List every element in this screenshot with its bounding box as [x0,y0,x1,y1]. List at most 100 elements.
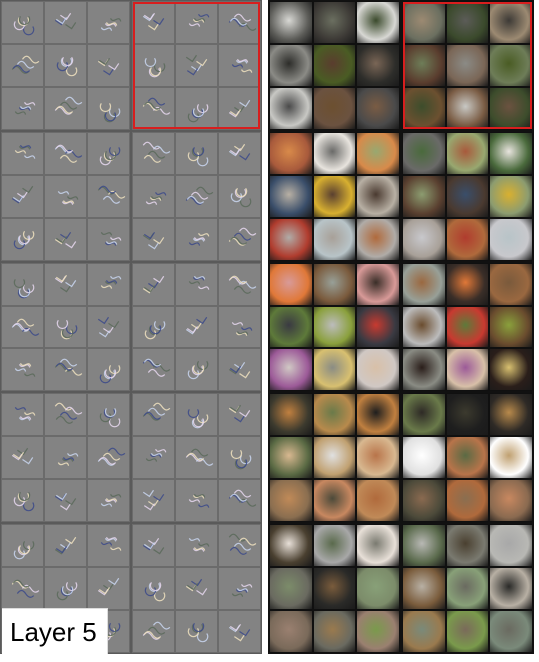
feature-glyph [56,56,78,77]
image-patch [269,1,313,44]
feature-glyph [100,494,122,508]
image-patch [356,610,400,653]
feature-cell [218,348,261,392]
feature-cell [87,262,130,306]
feature-cell [132,131,175,175]
patch-group [401,392,534,524]
feature-cell [218,131,261,175]
image-patch [489,305,533,349]
feature-group [131,0,262,131]
feature-glyph [188,13,210,27]
feature-cell [87,479,130,523]
feature-glyph [187,622,209,643]
feature-cell [218,86,261,130]
feature-cell [1,479,44,523]
image-patch [445,524,490,568]
feature-cell [218,436,261,480]
feature-glyph [54,537,77,555]
feature-glyph [228,489,257,508]
feature-glyph [99,146,121,166]
feature-glyph [99,102,121,123]
feature-cell [218,174,261,218]
image-patch [269,131,313,175]
feature-glyph [54,274,77,293]
feature-cell [44,524,87,568]
feature-cell [175,217,218,261]
image-patch [356,1,400,44]
feature-glyph [99,365,121,384]
image-patch [402,262,446,306]
image-patch [356,305,400,349]
feature-glyph [13,492,35,512]
image-patch [402,86,446,130]
image-patch [356,217,400,261]
feature-cell [175,43,218,87]
image-patch [312,1,357,44]
feature-group [131,261,262,393]
feature-glyph [14,144,36,159]
image-patch [312,393,357,437]
image-patch [269,348,313,392]
feature-cell [44,1,87,44]
feature-group [131,523,262,654]
feature-glyph [11,55,40,74]
image-patch-panel [268,0,534,654]
feature-cell [87,393,130,437]
image-patch [269,305,313,349]
feature-group [131,130,262,262]
feature-cell [175,305,218,349]
feature-cell [87,348,130,392]
feature-group [0,0,131,131]
feature-cell [175,567,218,611]
feature-cell [87,524,130,568]
image-patch [269,86,313,130]
image-patch [269,524,313,568]
feature-cell [175,610,218,653]
image-patch [402,305,446,349]
image-patch [489,567,533,611]
image-patch [445,262,490,306]
feature-glyph [187,103,209,123]
feature-glyph [185,186,214,205]
image-patch [402,43,446,87]
image-patch [312,524,357,568]
feature-glyph [100,275,122,289]
feature-cell [1,86,44,130]
feature-glyph [13,230,35,249]
feature-glyph [54,144,83,163]
feature-glyph [228,405,251,423]
image-patch [356,174,400,218]
feature-glyph [54,96,83,115]
feature-glyph [230,187,252,207]
image-patch [445,43,490,87]
feature-glyph [13,541,35,560]
image-patch [356,393,400,437]
feature-cell [1,217,44,261]
image-patch [356,86,400,130]
image-patch [489,43,533,87]
feature-glyph [144,582,166,602]
feature-glyph [185,54,208,76]
feature-glyph [228,99,251,118]
feature-glyph [187,146,209,167]
patch-group [268,523,401,654]
feature-glyph [188,232,210,246]
image-patch [402,131,446,175]
feature-cell [44,262,87,306]
feature-glyph [228,533,257,556]
image-patch [445,131,490,175]
feature-glyph [11,185,34,204]
image-patch [402,174,446,218]
patch-group [401,130,534,262]
feature-cell [44,217,87,261]
feature-cell [175,393,218,437]
image-patch [489,86,533,130]
image-patch [402,436,446,480]
feature-glyph [97,57,120,76]
patch-group [401,0,534,131]
feature-cell [44,479,87,523]
feature-cell [44,43,87,87]
feature-cell [87,436,130,480]
image-patch [489,174,533,218]
feature-glyph [142,538,165,555]
